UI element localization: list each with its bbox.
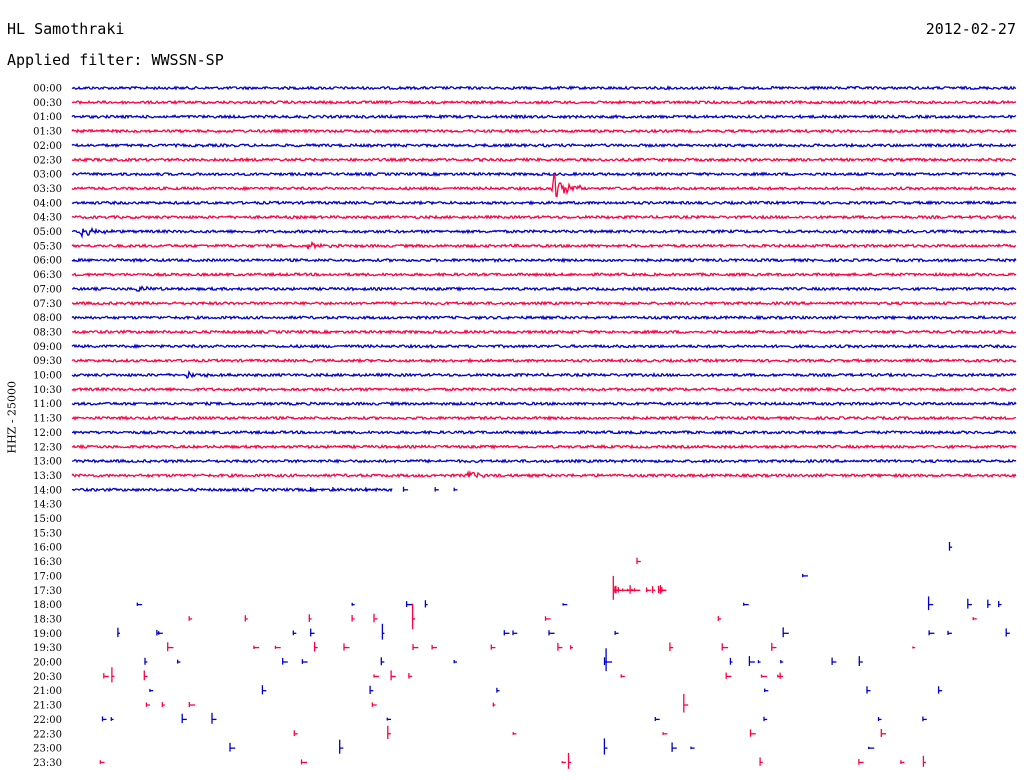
trace-line [71,226,1017,239]
row-label: 19:00 [33,629,62,640]
row-label: 00:00 [33,84,62,95]
row-label: 14:00 [33,485,62,496]
trace-line [71,357,1017,364]
trace-line [71,429,1017,436]
trace-line [71,314,1017,321]
row-label: 19:30 [33,643,62,654]
row-label: 03:00 [33,170,62,181]
trace-line [71,271,1017,278]
trace-line [71,486,393,493]
trace-line [71,415,1017,421]
trace-line [71,156,1017,163]
trace-line [71,240,1017,250]
row-label: 00:30 [33,98,62,109]
row-label: 10:30 [33,385,62,396]
trace-line [71,199,1017,206]
trace-line [71,369,1017,379]
date-label: 2012-02-27 [925,20,1016,38]
row-label: 18:00 [33,600,62,611]
row-label: 11:00 [33,399,62,410]
row-label: 11:30 [33,414,62,425]
row-label: 06:30 [33,270,62,281]
trace-line [71,470,1017,479]
trace-line [71,285,1017,293]
row-label: 16:00 [33,543,62,554]
row-label: 21:00 [33,686,62,697]
row-label: 21:30 [33,701,62,712]
trace-line [71,84,1017,91]
row-label: 08:30 [33,327,62,338]
row-label: 05:00 [33,227,62,238]
row-label: 07:30 [33,299,62,310]
row-label: 12:30 [33,442,62,453]
trace-line [72,328,1017,335]
row-label: 22:00 [33,715,62,726]
trace-line [71,214,1017,220]
row-label: 01:00 [33,112,62,123]
trace-line [71,173,1017,198]
row-label: 15:30 [33,528,62,539]
trace-line [71,300,1017,307]
station-title: HL Samothraki [7,20,125,38]
row-label: 22:30 [33,729,62,740]
trace-line [71,443,1017,450]
trace-line [71,458,1017,464]
row-label: 17:00 [33,571,62,582]
row-label: 02:30 [33,155,62,166]
row-label: 15:00 [33,514,62,525]
row-label: 01:30 [33,127,62,138]
trace-line [71,99,1017,106]
row-label: 14:30 [33,500,62,511]
trace-line [71,343,1017,350]
trace-line [71,257,1017,264]
row-label: 09:00 [33,342,62,353]
row-label: 20:30 [33,672,62,683]
trace-line [71,400,1017,407]
row-label: 13:00 [33,457,62,468]
row-label: 04:00 [33,198,62,209]
row-label: 02:00 [33,141,62,152]
row-label: 13:30 [33,471,62,482]
row-label: 20:00 [33,658,62,669]
row-label: 07:00 [33,284,62,295]
row-label: 06:00 [33,256,62,267]
row-label: 05:30 [33,241,62,252]
row-label: 12:00 [33,428,62,439]
row-label: 08:00 [33,313,62,324]
trace-line [71,171,1017,177]
row-label: 04:30 [33,213,62,224]
trace-line [71,128,1017,134]
row-label: 10:00 [33,371,62,382]
row-label: 23:30 [33,758,62,769]
trace-line [71,113,1017,120]
row-label: 23:00 [33,744,62,755]
row-label: 16:30 [33,557,62,568]
filter-label: Applied filter: WWSSN-SP [7,51,224,69]
trace-line [71,142,1017,149]
row-label: 03:30 [33,184,62,195]
row-label: 18:30 [33,614,62,625]
row-label: 17:30 [33,586,62,597]
trace-line [71,386,1017,393]
row-label: 09:30 [33,356,62,367]
